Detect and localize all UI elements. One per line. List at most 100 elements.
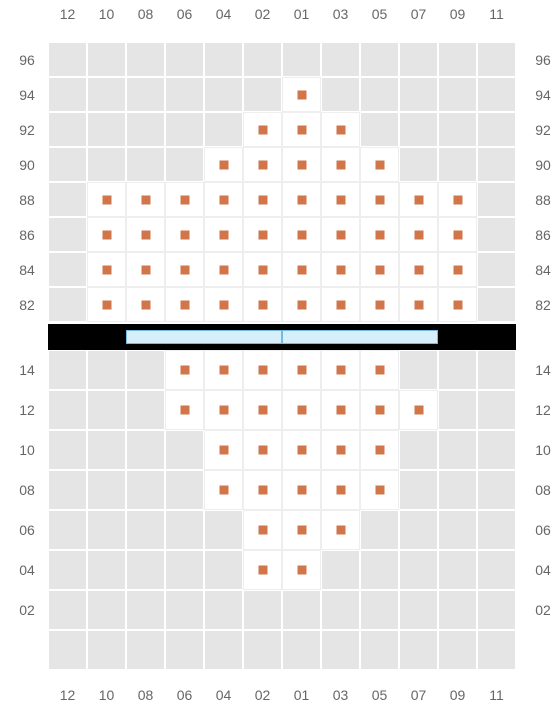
- seat-cell[interactable]: [321, 147, 360, 182]
- seat-cell[interactable]: [204, 390, 243, 430]
- seat-cell[interactable]: [438, 182, 477, 217]
- seat-cell[interactable]: [243, 470, 282, 510]
- seat-cell[interactable]: [282, 77, 321, 112]
- seat-cell[interactable]: [87, 287, 126, 322]
- seat-cell[interactable]: [243, 390, 282, 430]
- col-label-bottom-05: 05: [360, 687, 399, 703]
- seat-cell[interactable]: [243, 550, 282, 590]
- seat-cell[interactable]: [360, 217, 399, 252]
- seat-marker: [219, 366, 228, 375]
- seat-cell[interactable]: [243, 112, 282, 147]
- seat-cell[interactable]: [204, 350, 243, 390]
- seat-cell[interactable]: [87, 182, 126, 217]
- seat-cell[interactable]: [243, 430, 282, 470]
- seat-cell[interactable]: [243, 252, 282, 287]
- seat-cell[interactable]: [282, 147, 321, 182]
- seat-cell[interactable]: [126, 252, 165, 287]
- seat-cell[interactable]: [321, 430, 360, 470]
- seat-cell[interactable]: [321, 112, 360, 147]
- seat-cell[interactable]: [282, 350, 321, 390]
- seat-cell[interactable]: [165, 217, 204, 252]
- seat-cell[interactable]: [360, 252, 399, 287]
- seat-marker: [180, 230, 189, 239]
- seat-cell[interactable]: [87, 252, 126, 287]
- seat-cell[interactable]: [243, 350, 282, 390]
- row-label-left-10: 10: [8, 442, 46, 458]
- seat-cell[interactable]: [204, 470, 243, 510]
- seat-cell[interactable]: [126, 287, 165, 322]
- seat-cell[interactable]: [204, 252, 243, 287]
- row-label-left-82: 82: [8, 297, 46, 313]
- seat-cell[interactable]: [399, 390, 438, 430]
- seat-marker: [375, 300, 384, 309]
- row-label-right-92: 92: [522, 122, 560, 138]
- seat-marker: [336, 406, 345, 415]
- seat-cell[interactable]: [282, 550, 321, 590]
- col-label-top-01: 01: [282, 6, 321, 22]
- seat-marker: [258, 566, 267, 575]
- col-label-top-06: 06: [165, 6, 204, 22]
- seat-cell[interactable]: [165, 182, 204, 217]
- row-label-right-84: 84: [522, 262, 560, 278]
- seat-cell[interactable]: [165, 287, 204, 322]
- seat-cell[interactable]: [282, 510, 321, 550]
- row-label-right-90: 90: [522, 157, 560, 173]
- seat-cell[interactable]: [321, 470, 360, 510]
- col-label-top-03: 03: [321, 6, 360, 22]
- seat-cell[interactable]: [282, 287, 321, 322]
- seat-cell[interactable]: [399, 252, 438, 287]
- seat-marker: [414, 230, 423, 239]
- seat-cell[interactable]: [126, 217, 165, 252]
- seat-cell[interactable]: [399, 217, 438, 252]
- seat-cell[interactable]: [360, 390, 399, 430]
- seat-cell[interactable]: [204, 147, 243, 182]
- seat-cell[interactable]: [399, 287, 438, 322]
- seat-cell[interactable]: [438, 252, 477, 287]
- seat-cell[interactable]: [360, 147, 399, 182]
- seat-cell[interactable]: [399, 182, 438, 217]
- seat-cell[interactable]: [438, 287, 477, 322]
- seat-cell[interactable]: [204, 287, 243, 322]
- seat-cell[interactable]: [87, 217, 126, 252]
- seat-cell[interactable]: [282, 430, 321, 470]
- seat-cell[interactable]: [243, 510, 282, 550]
- seat-cell[interactable]: [165, 390, 204, 430]
- seat-cell[interactable]: [360, 430, 399, 470]
- seat-cell[interactable]: [321, 350, 360, 390]
- seat-cell[interactable]: [126, 182, 165, 217]
- seat-marker: [219, 230, 228, 239]
- seat-cell[interactable]: [243, 182, 282, 217]
- seat-cell[interactable]: [321, 182, 360, 217]
- seat-cell[interactable]: [204, 217, 243, 252]
- seat-cell[interactable]: [165, 252, 204, 287]
- seat-marker: [297, 265, 306, 274]
- seat-cell[interactable]: [321, 390, 360, 430]
- seat-marker: [258, 300, 267, 309]
- seat-cell[interactable]: [282, 182, 321, 217]
- seat-cell[interactable]: [360, 350, 399, 390]
- seat-cell[interactable]: [360, 182, 399, 217]
- seat-cell[interactable]: [243, 287, 282, 322]
- seat-marker: [180, 195, 189, 204]
- seat-cell[interactable]: [321, 217, 360, 252]
- seat-cell[interactable]: [243, 147, 282, 182]
- seat-cell[interactable]: [204, 182, 243, 217]
- seat-cell[interactable]: [438, 217, 477, 252]
- seat-cell[interactable]: [165, 350, 204, 390]
- seat-cell[interactable]: [282, 252, 321, 287]
- seat-cell[interactable]: [321, 510, 360, 550]
- seat-cell[interactable]: [282, 390, 321, 430]
- seat-cell[interactable]: [282, 217, 321, 252]
- seat-cell[interactable]: [321, 287, 360, 322]
- seat-marker: [102, 195, 111, 204]
- seat-cell[interactable]: [360, 287, 399, 322]
- row-label-left-08: 08: [8, 482, 46, 498]
- seat-cell[interactable]: [282, 470, 321, 510]
- seat-marker: [102, 300, 111, 309]
- seat-cell[interactable]: [204, 430, 243, 470]
- seat-cell[interactable]: [321, 252, 360, 287]
- seat-cell[interactable]: [243, 217, 282, 252]
- seat-cell[interactable]: [360, 470, 399, 510]
- seat-cell[interactable]: [282, 112, 321, 147]
- seat-marker: [336, 300, 345, 309]
